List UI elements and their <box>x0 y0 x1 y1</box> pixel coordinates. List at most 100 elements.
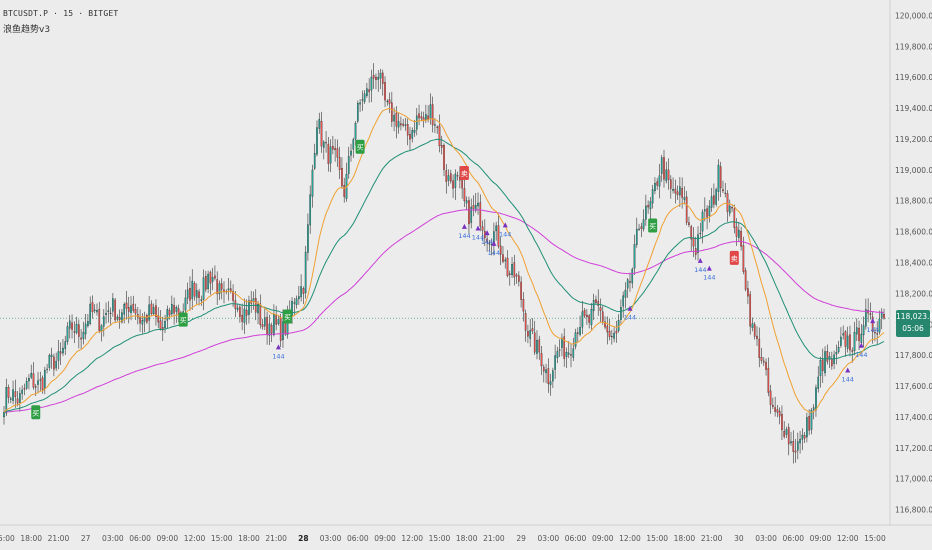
candle-body <box>855 327 858 335</box>
candle-body <box>767 367 770 393</box>
candle-body <box>699 232 702 235</box>
candle-body <box>826 351 829 362</box>
candle-body <box>41 377 44 390</box>
candle-body <box>332 146 334 150</box>
sell-signal-badge[interactable] <box>459 165 469 180</box>
candle-body <box>758 338 761 358</box>
time-tick-label: 12:00 <box>184 534 206 543</box>
candle-body <box>413 130 416 133</box>
candle-body <box>48 355 51 368</box>
ema144-touch-marker <box>502 222 508 228</box>
candle-body <box>835 351 838 355</box>
candle-body <box>565 352 568 357</box>
buy-signal-badge[interactable] <box>648 218 658 233</box>
candle-body <box>393 114 395 122</box>
candle-body <box>279 317 282 341</box>
candle-body <box>558 349 561 351</box>
candle-body <box>34 386 37 388</box>
time-tick-label: 12:00 <box>837 534 859 543</box>
candle-body <box>205 276 207 290</box>
candle-body <box>270 325 273 334</box>
candle-body <box>595 299 597 303</box>
candle-body <box>341 168 343 187</box>
candle-body <box>617 320 620 331</box>
time-tick-label: 03:00 <box>320 534 342 543</box>
price-axis[interactable] <box>890 0 932 550</box>
candle-body <box>742 245 745 272</box>
candle-body <box>724 192 727 194</box>
candle-body <box>719 166 722 189</box>
candle-body <box>109 312 112 315</box>
candle-body <box>454 173 457 188</box>
ema144-touch-marker <box>870 318 876 324</box>
candle-body <box>209 272 212 284</box>
candle-body <box>717 164 720 192</box>
candle-body <box>883 314 885 319</box>
candle-body <box>792 441 795 452</box>
candle-body <box>37 380 39 385</box>
candle-body <box>284 321 287 335</box>
time-tick-label: 06:00 <box>129 534 151 543</box>
sell-signal-badge[interactable] <box>729 250 739 265</box>
ema144-marker-label: 144 <box>272 352 284 360</box>
candle-body <box>465 200 468 204</box>
candle-body <box>860 333 863 343</box>
candle-body <box>765 361 767 370</box>
candle-body <box>252 298 255 302</box>
candle-body <box>261 324 264 327</box>
candle-body <box>229 288 232 291</box>
sell-signal-badge-text: 卖 <box>461 170 468 178</box>
candle-body <box>168 310 171 316</box>
buy-signal-badge[interactable] <box>31 405 41 420</box>
candle-body <box>865 309 867 327</box>
candle-body <box>506 257 509 276</box>
candle-body <box>334 147 336 151</box>
candle-body <box>134 308 137 314</box>
candle-body <box>78 324 80 337</box>
candle-body <box>533 332 536 353</box>
candle-body <box>406 124 409 136</box>
candle-body <box>613 332 615 339</box>
candle-body <box>295 298 298 305</box>
candle-body <box>456 175 459 177</box>
candle-body <box>762 360 765 363</box>
candle-body <box>418 113 420 119</box>
ema144-marker-label: 144 <box>866 326 878 334</box>
candle-body <box>91 302 94 312</box>
candle-body <box>545 369 547 374</box>
candle-body <box>790 441 792 444</box>
buy-signal-badge[interactable] <box>178 312 188 327</box>
candle-body <box>690 226 693 240</box>
time-tick-label: 03:00 <box>538 534 560 543</box>
candle-body <box>876 333 879 335</box>
candle-body <box>198 291 200 298</box>
candle-body <box>268 323 271 336</box>
indicator-name[interactable]: 浪鱼趋势v3 <box>3 25 51 35</box>
candle-body <box>307 224 309 253</box>
candle-body <box>96 310 98 313</box>
candle-body <box>395 112 398 127</box>
buy-signal-badge[interactable] <box>283 309 293 324</box>
candle-body <box>336 148 339 158</box>
candle-body <box>463 188 466 202</box>
candle-body <box>563 336 566 359</box>
candle-body <box>846 335 849 349</box>
candle-body <box>436 126 439 128</box>
candle-body <box>751 323 754 328</box>
candle-body <box>132 303 135 311</box>
candle-body <box>354 123 357 140</box>
ema-fast-line <box>3 107 885 413</box>
candle-body <box>504 259 507 262</box>
candle-body <box>622 295 625 307</box>
candle-body <box>810 410 813 430</box>
candle-body <box>567 352 570 355</box>
buy-signal-badge-text: 买 <box>649 222 656 230</box>
time-tick-label: 03:00 <box>755 534 777 543</box>
candle-body <box>123 304 126 315</box>
candle-body <box>368 89 370 93</box>
buy-signal-badge[interactable] <box>355 139 365 154</box>
candle-body <box>499 245 502 255</box>
candle-body <box>842 333 845 336</box>
candle-body <box>191 280 194 299</box>
